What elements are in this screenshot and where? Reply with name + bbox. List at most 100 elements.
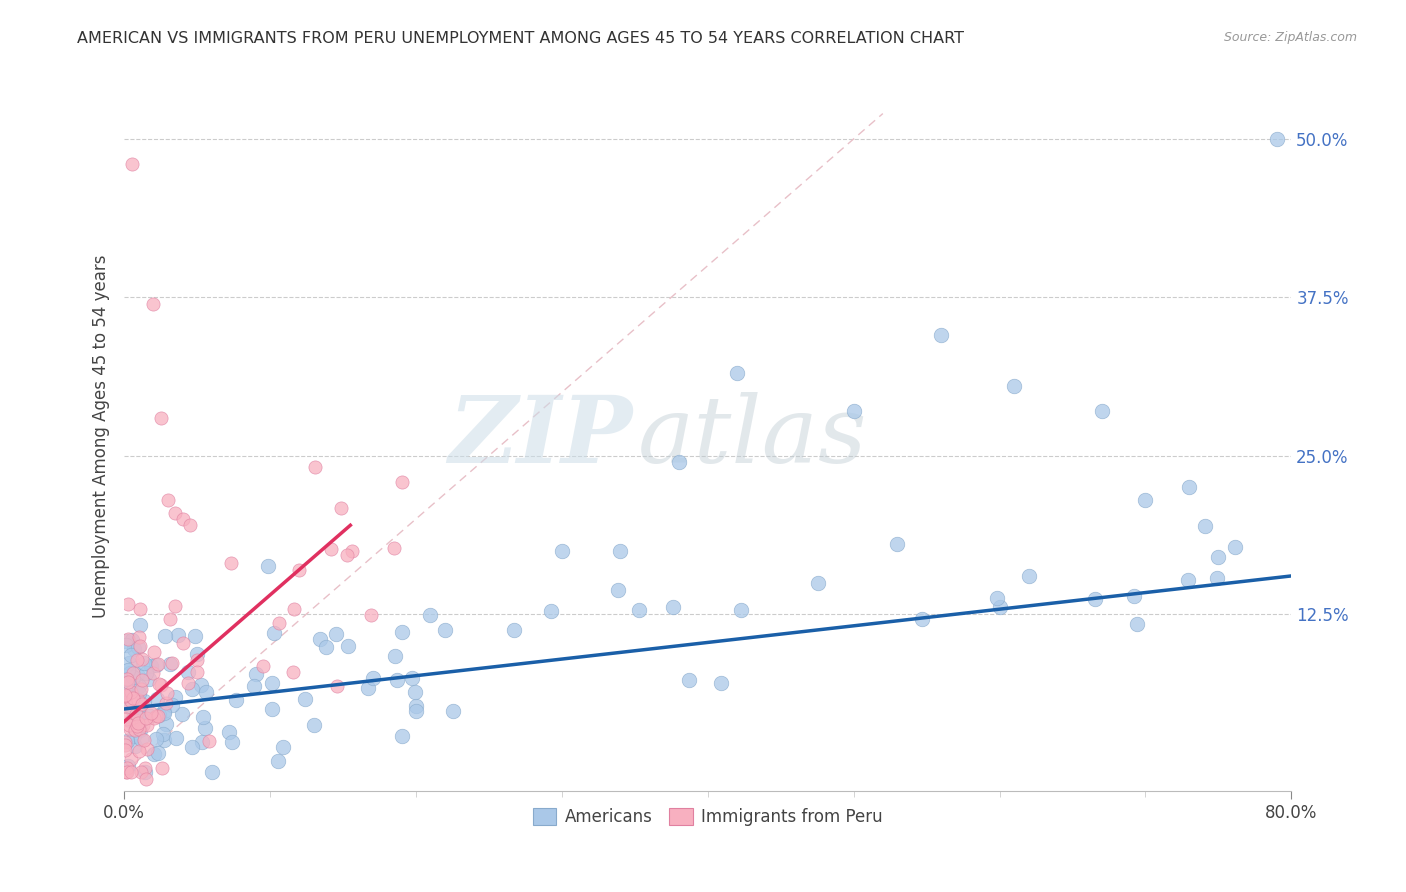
Point [287, 563, 309, 577]
Point [260, 702, 283, 716]
Point [121, 702, 143, 716]
Point [142, 296, 165, 310]
Point [607, 582, 630, 597]
Point [138, 672, 160, 686]
Point [135, 711, 157, 725]
Point [1194, 519, 1216, 533]
Point [120, 751, 142, 765]
Point [441, 704, 464, 718]
Text: Source: ZipAtlas.com: Source: ZipAtlas.com [1223, 31, 1357, 45]
Point [252, 659, 274, 673]
Point [172, 636, 194, 650]
Point [124, 723, 146, 737]
Point [170, 707, 193, 722]
Point [391, 729, 413, 743]
Point [121, 157, 143, 171]
Point [131, 681, 153, 696]
Point [155, 696, 177, 710]
Point [1135, 492, 1157, 507]
Point [262, 676, 284, 690]
Point [434, 624, 457, 638]
Point [167, 628, 190, 642]
Point [1208, 549, 1230, 564]
Point [304, 460, 326, 475]
Point [159, 657, 181, 671]
Point [419, 607, 441, 622]
Point [134, 765, 156, 780]
Point [283, 602, 305, 616]
Point [118, 666, 141, 681]
Point [128, 722, 150, 736]
Point [129, 711, 152, 725]
Point [186, 665, 208, 679]
Point [201, 765, 224, 780]
Point [148, 746, 170, 760]
Point [114, 735, 136, 749]
Point [186, 653, 208, 667]
Point [114, 689, 136, 703]
Point [321, 542, 343, 557]
Point [131, 652, 153, 666]
Point [342, 544, 364, 558]
Point [120, 648, 142, 663]
Point [153, 706, 176, 720]
Point [131, 765, 153, 780]
Point [315, 640, 337, 654]
Point [191, 710, 214, 724]
Point [127, 666, 149, 681]
Point [128, 686, 150, 700]
Point [114, 713, 136, 727]
Point [163, 690, 186, 704]
Point [266, 754, 288, 768]
Point [115, 734, 138, 748]
Point [115, 765, 138, 780]
Point [180, 739, 202, 754]
Point [385, 673, 408, 688]
Point [141, 706, 163, 720]
Point [131, 673, 153, 687]
Point [678, 673, 700, 687]
Point [127, 640, 149, 655]
Point [1126, 616, 1149, 631]
Point [153, 733, 176, 747]
Point [134, 761, 156, 775]
Point [1177, 574, 1199, 588]
Point [198, 734, 221, 748]
Point [139, 658, 162, 673]
Point [114, 743, 136, 757]
Point [627, 603, 650, 617]
Point [117, 759, 139, 773]
Point [135, 665, 157, 680]
Point [117, 597, 139, 611]
Point [115, 634, 138, 648]
Point [135, 772, 157, 786]
Point [150, 678, 173, 692]
Point [184, 630, 207, 644]
Point [360, 608, 382, 623]
Point [122, 690, 145, 705]
Point [336, 548, 359, 562]
Point [153, 704, 176, 718]
Point [271, 739, 294, 754]
Point [129, 618, 152, 632]
Point [114, 696, 136, 710]
Point [302, 718, 325, 732]
Point [186, 647, 208, 661]
Point [120, 714, 142, 728]
Point [115, 761, 138, 775]
Point [179, 518, 201, 533]
Point [150, 761, 173, 775]
Text: atlas: atlas [638, 392, 868, 482]
Point [401, 671, 423, 685]
Point [156, 492, 179, 507]
Point [134, 694, 156, 708]
Point [1122, 590, 1144, 604]
Point [263, 626, 285, 640]
Point [730, 603, 752, 617]
Point [145, 658, 167, 673]
Point [148, 707, 170, 722]
Point [117, 674, 139, 689]
Point [1002, 379, 1025, 393]
Point [1178, 480, 1201, 494]
Point [142, 666, 165, 681]
